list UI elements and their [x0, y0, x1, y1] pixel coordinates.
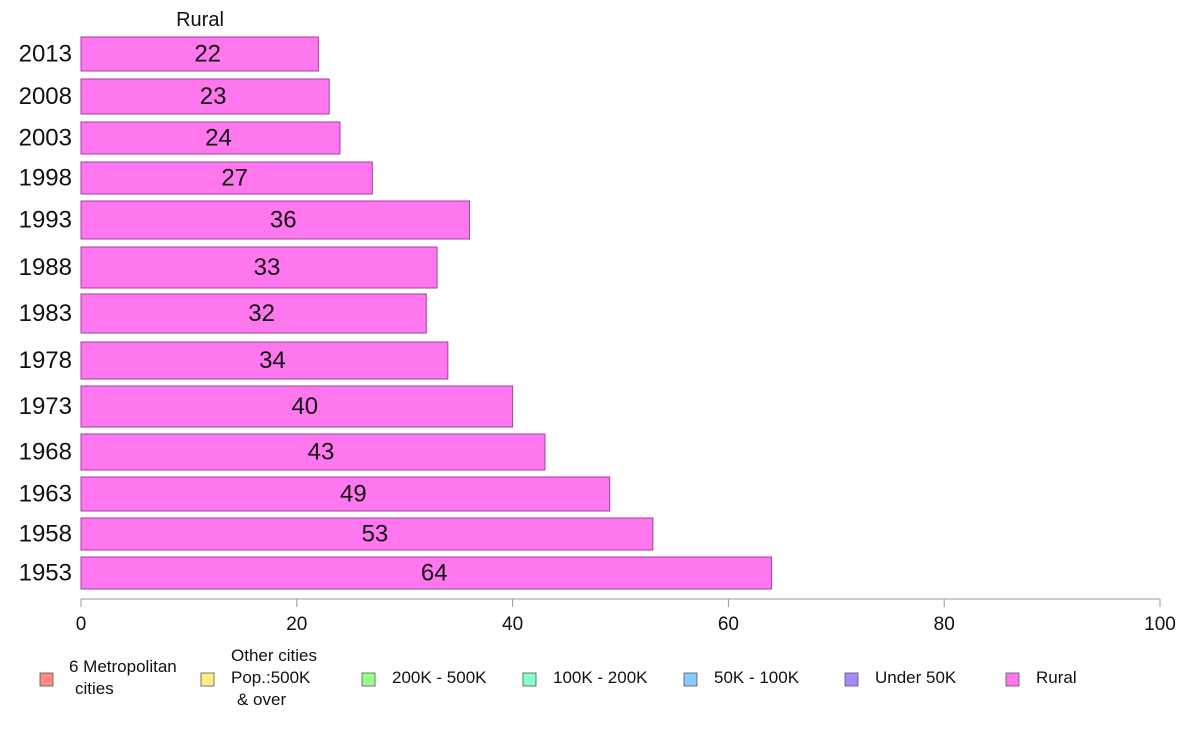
legend-swatch-6 — [1005, 672, 1020, 687]
bar-value-label-1958: 53 — [362, 520, 389, 547]
legend-swatch-1 — [200, 672, 215, 687]
bar-1973 — [80, 385, 514, 428]
bar-1978 — [80, 341, 449, 380]
year-label-2008: 2008 — [19, 83, 72, 110]
legend-label-6: Rural — [1036, 668, 1077, 687]
bar-1953 — [80, 556, 773, 590]
bars-group: 22 2013 23 2008 24 2003 27 1998 36 1993 33 1988 32 19… — [19, 36, 773, 590]
bar-2003 — [80, 121, 341, 155]
year-label-1978: 1978 — [19, 347, 72, 374]
year-label-1973: 1973 — [19, 393, 72, 420]
bar-value-label-1978: 34 — [259, 347, 286, 374]
legend: 6 Metropolitan cities Other cities Pop.:500… — [39, 646, 1077, 709]
year-label-1958: 1958 — [19, 520, 72, 547]
legend-label-4: 50K - 100K — [714, 668, 800, 687]
bar-value-label-1973: 40 — [291, 393, 318, 420]
legend-swatch-3 — [522, 672, 537, 687]
bar-value-label-1968: 43 — [308, 438, 335, 465]
bar-value-label-1988: 33 — [254, 254, 281, 281]
legend-swatch-2 — [361, 672, 376, 687]
x-tick-label-0: 0 — [76, 614, 87, 635]
bar-1983 — [80, 293, 427, 334]
bar-1968 — [80, 433, 546, 471]
year-label-1988: 1988 — [19, 254, 72, 281]
bar-value-label-2008: 23 — [200, 83, 227, 110]
bar-2008 — [80, 78, 330, 115]
bar-value-label-1963: 49 — [340, 480, 367, 507]
bar-2013 — [80, 36, 319, 72]
x-tick-label-80: 80 — [934, 614, 955, 635]
bar-value-label-1998: 27 — [221, 164, 248, 191]
bar-1958 — [80, 517, 654, 551]
bar-1993 — [80, 200, 470, 240]
x-tick-label-20: 20 — [286, 614, 307, 635]
bar-value-label-2003: 24 — [205, 124, 232, 151]
year-label-1993: 1993 — [19, 206, 72, 233]
year-label-1953: 1953 — [19, 559, 72, 586]
bar-value-label-2013: 22 — [194, 40, 221, 67]
year-label-1983: 1983 — [19, 300, 72, 327]
bar-1963 — [80, 476, 611, 512]
x-tick-label-100: 100 — [1144, 614, 1176, 635]
x-tick-label-60: 60 — [718, 614, 739, 635]
year-label-1968: 1968 — [19, 438, 72, 465]
bar-value-label-1983: 32 — [248, 300, 275, 327]
year-label-1998: 1998 — [19, 164, 72, 191]
legend-label-0: 6 Metropolitan cities — [69, 657, 177, 698]
legend-label-3: 100K - 200K — [553, 668, 648, 687]
bar-1988 — [80, 246, 438, 289]
bar-1998 — [80, 161, 373, 195]
legend-swatch-5 — [844, 672, 859, 687]
x-tick-label-40: 40 — [502, 614, 523, 635]
bar-value-label-1953: 64 — [421, 559, 448, 586]
bar-value-label-1993: 36 — [270, 206, 297, 233]
x-axis: 0 20 40 60 80 100 — [76, 598, 1176, 635]
legend-label-5: Under 50K — [875, 668, 957, 687]
legend-swatch-0 — [39, 672, 54, 687]
series-title: Rural — [176, 9, 224, 31]
legend-label-2: 200K - 500K — [392, 668, 487, 687]
legend-swatch-4 — [683, 672, 698, 687]
year-label-2013: 2013 — [19, 40, 72, 67]
legend-label-1: Other cities Pop.:500K & over — [231, 646, 317, 709]
year-label-1963: 1963 — [19, 480, 72, 507]
year-label-2003: 2003 — [19, 124, 72, 151]
